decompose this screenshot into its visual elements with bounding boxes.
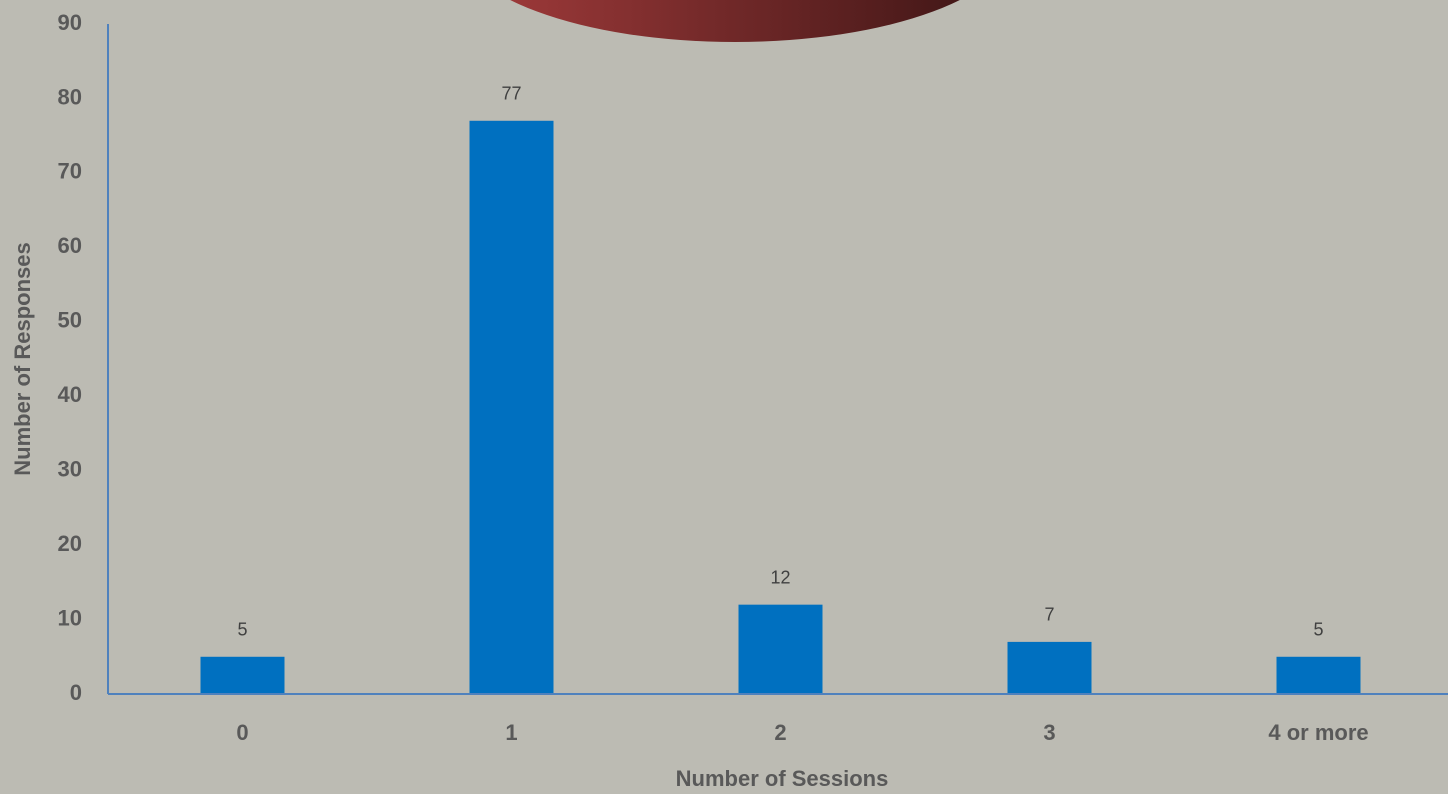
- x-tick-label: 1: [505, 720, 517, 745]
- y-tick-label: 90: [58, 10, 82, 35]
- x-tick-label: 3: [1043, 720, 1055, 745]
- bar: [469, 120, 554, 695]
- bar: [1007, 641, 1092, 694]
- y-tick-label: 30: [58, 456, 82, 481]
- value-label: 7: [1044, 605, 1054, 625]
- x-tick-label: 0: [236, 720, 248, 745]
- value-label: 77: [501, 84, 521, 104]
- y-tick-label: 0: [70, 680, 82, 705]
- x-tick-label: 4 or more: [1268, 720, 1368, 745]
- value-label: 5: [1313, 620, 1323, 640]
- y-tick-label: 50: [58, 308, 82, 333]
- y-tick-label: 40: [58, 382, 82, 407]
- y-tick-label: 60: [58, 233, 82, 258]
- y-tick-label: 70: [58, 159, 82, 184]
- y-tick-label: 20: [58, 531, 82, 556]
- decoration: [510, 0, 960, 42]
- y-tick-label: 80: [58, 84, 82, 109]
- value-label: 12: [770, 567, 790, 587]
- bar: [738, 604, 823, 694]
- x-axis-title: Number of Sessions: [676, 766, 889, 791]
- value-label: 5: [237, 620, 247, 640]
- bar: [200, 656, 285, 694]
- y-tick-label: 10: [58, 605, 82, 630]
- y-axis-title: Number of Responses: [10, 242, 35, 476]
- bar: [1276, 656, 1361, 694]
- x-tick-label: 2: [774, 720, 786, 745]
